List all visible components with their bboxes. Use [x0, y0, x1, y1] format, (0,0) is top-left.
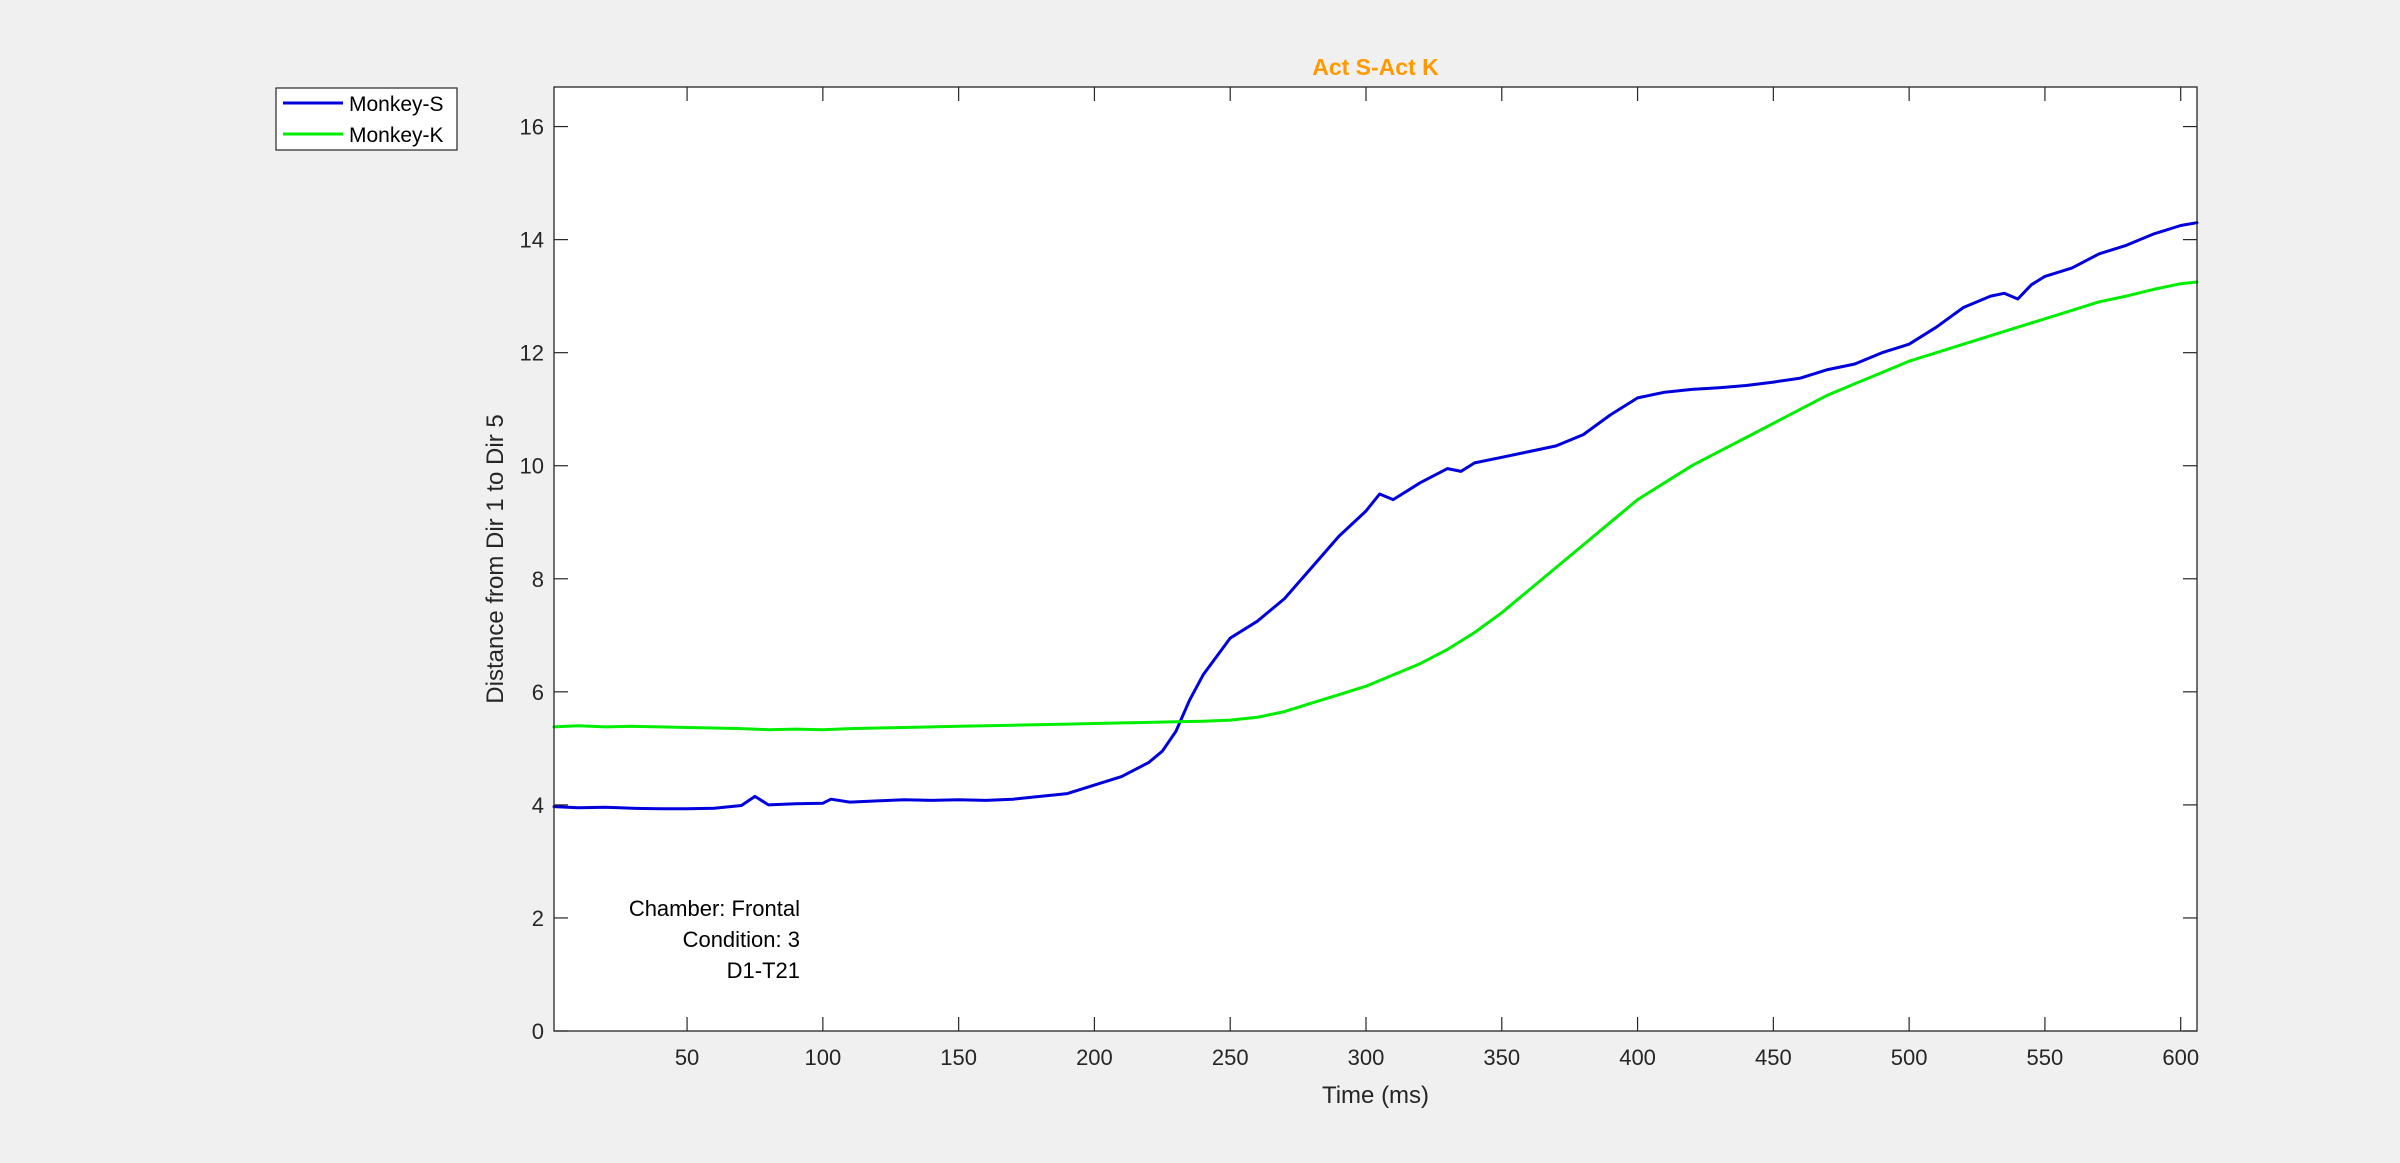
annotation-id: D1-T21 — [727, 958, 800, 983]
y-tick-label: 4 — [532, 793, 544, 818]
chart-title: Act S-Act K — [1312, 54, 1439, 80]
y-tick-label: 16 — [520, 115, 544, 140]
y-tick-label: 2 — [532, 906, 544, 931]
legend-label-monkey-k: Monkey-K — [349, 124, 444, 147]
axes-box — [553, 86, 2198, 1032]
x-tick-label: 250 — [1212, 1045, 1249, 1070]
legend-box — [275, 87, 458, 151]
x-tick-label: 150 — [940, 1045, 977, 1070]
x-tick-label: 50 — [675, 1045, 699, 1070]
x-tick-label: 550 — [2027, 1045, 2064, 1070]
y-axis-label: Distance from Dir 1 to Dir 5 — [482, 414, 509, 703]
y-tick-label: 14 — [520, 228, 544, 253]
y-tick-label: 0 — [532, 1019, 544, 1044]
y-tick-label: 8 — [532, 567, 544, 592]
y-tick-label: 12 — [520, 341, 544, 366]
x-tick-label: 400 — [1619, 1045, 1656, 1070]
x-tick-label: 200 — [1076, 1045, 1113, 1070]
y-tick-label: 6 — [532, 680, 544, 705]
x-tick-label: 450 — [1755, 1045, 1792, 1070]
x-tick-label: 500 — [1891, 1045, 1928, 1070]
ticks-layer: 50 100 150 200 250 300 350 400 450 500 550 600 0 2 4 6 8… — [520, 87, 2199, 1070]
legend[interactable]: Monkey-S Monkey-K — [275, 87, 458, 151]
series-line-monkey-k — [552, 280, 2199, 732]
x-tick-label: 600 — [2162, 1045, 2199, 1070]
series-layer — [552, 221, 2199, 811]
plot-area — [554, 87, 2197, 1031]
x-tick-label: 350 — [1483, 1045, 1520, 1070]
annotation-chamber: Chamber: Frontal — [629, 896, 800, 921]
annotation-condition: Condition: 3 — [683, 927, 800, 952]
legend-label-monkey-s: Monkey-S — [349, 93, 444, 116]
y-tick-label: 10 — [520, 454, 544, 479]
x-tick-label: 300 — [1348, 1045, 1385, 1070]
x-tick-label: 100 — [804, 1045, 841, 1070]
series-line-monkey-s — [552, 221, 2199, 811]
x-axis-label: Time (ms) — [1322, 1082, 1429, 1109]
